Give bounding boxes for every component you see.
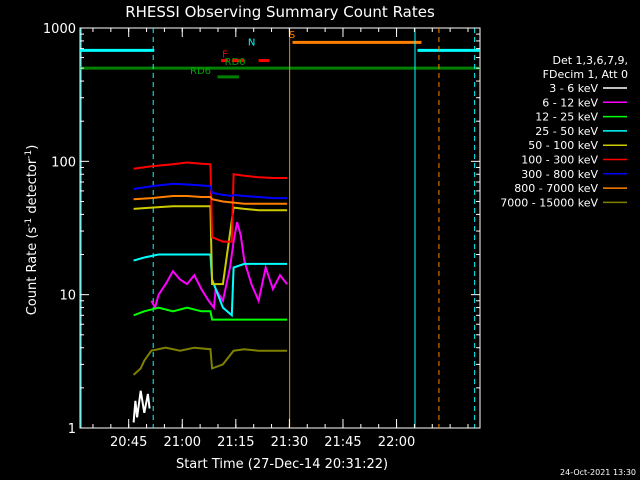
series-layer <box>132 161 288 423</box>
y-axis-label: Count Rate (s-1 detector-1) <box>24 145 40 316</box>
annotation-label: N <box>248 38 255 49</box>
vertical-line-layer <box>80 28 476 428</box>
series-line-7000-15000-kev <box>132 346 288 376</box>
series-line-300-800-kev <box>133 182 288 200</box>
plot-frame <box>79 27 481 429</box>
legend-entry: 6 - 12 keV <box>542 96 598 109</box>
flag-layer <box>80 40 480 79</box>
series-line-12-25-kev <box>133 306 288 321</box>
x-tick-label: 21:00 <box>164 435 201 450</box>
x-axis: 20:45 21:00 21:15 21:30 21:45 22:00 <box>92 28 469 450</box>
y-axis-label-mid: detector <box>25 158 40 218</box>
annotation-label: S <box>289 30 295 41</box>
legend-entry: 12 - 25 keV <box>535 111 598 124</box>
y-axis-label-main: Count Rate (s <box>25 227 40 316</box>
y-axis-label-sup1: -1 <box>24 218 34 227</box>
legend-entry: 50 - 100 keV <box>528 139 598 152</box>
x-tick-label: 21:45 <box>324 435 361 450</box>
y-tick-label: 100 <box>51 155 76 170</box>
x-tick-label: 20:45 <box>110 435 147 450</box>
legend-entry: 7000 - 15000 keV <box>500 196 598 209</box>
chart-title: RHESSI Observing Summary Count Rates <box>125 3 435 21</box>
legend-entry: 800 - 7000 keV <box>514 182 598 195</box>
y-tick-label: 10 <box>59 289 76 304</box>
legend-entry: 300 - 800 keV <box>521 168 598 181</box>
legend-entry: 3 - 6 keV <box>549 82 598 95</box>
timestamp: 24-Oct-2021 13:30 <box>560 468 636 477</box>
series-line-800-7000-kev <box>133 195 288 205</box>
series-line-50-100-kev <box>133 205 288 286</box>
series-line-6-12-kev <box>150 221 288 311</box>
legend-header-1: Det 1,3,6,7,9, <box>552 54 628 67</box>
legend: Det 1,3,6,7,9, FDecim 1, Att 0 3 - 6 keV… <box>500 54 628 209</box>
series-line-100-300-kev <box>133 161 288 243</box>
annotation-label: F <box>222 50 228 61</box>
series-line-3-6-kev <box>132 390 151 423</box>
legend-entry: 25 - 50 keV <box>535 125 598 138</box>
plot-area <box>79 27 481 429</box>
y-axis-label-sup2: -1 <box>24 150 34 159</box>
x-axis-label: Start Time (27-Dec-14 20:31:22) <box>176 457 388 472</box>
legend-header-2: FDecim 1, Att 0 <box>543 68 628 81</box>
annotation-label: RD0 <box>225 57 246 68</box>
y-axis: 1 10 100 1000 <box>43 22 480 437</box>
x-tick-label: 22:00 <box>378 435 415 450</box>
y-tick-label: 1 <box>68 422 76 437</box>
annotation-label: RD6 <box>190 66 211 77</box>
x-tick-label: 21:15 <box>217 435 254 450</box>
y-tick-label: 1000 <box>43 22 76 37</box>
x-tick-label: 21:30 <box>271 435 308 450</box>
legend-entry: 100 - 300 keV <box>521 154 598 167</box>
y-axis-label-end: ) <box>25 145 40 150</box>
